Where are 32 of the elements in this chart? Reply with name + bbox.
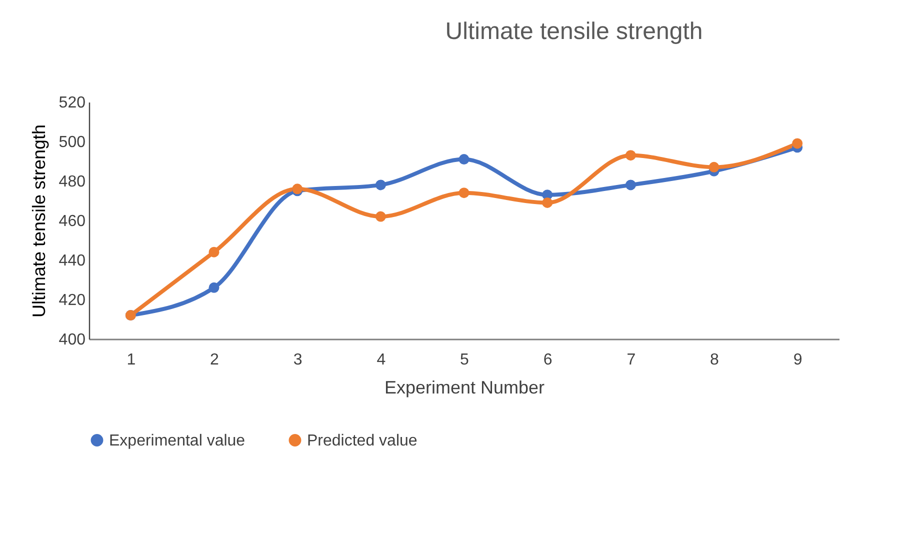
- legend-label: Experimental value: [109, 432, 246, 450]
- y-tick-label: 500: [58, 134, 86, 151]
- y-tick-label: 400: [58, 332, 86, 348]
- x-tick-label: 1: [126, 352, 136, 368]
- x-tick-label: 5: [460, 352, 470, 368]
- point: [625, 180, 636, 190]
- x-tick-label: 6: [543, 352, 552, 368]
- point: [458, 154, 470, 165]
- legend-label: Predicted value: [307, 432, 418, 450]
- x-tick-label: 9: [793, 352, 802, 368]
- chart-title: Ultimate tensile strength: [445, 18, 703, 45]
- point: [542, 197, 553, 208]
- point: [208, 282, 220, 293]
- x-tick-label: 2: [210, 352, 220, 368]
- y-tick-label: 460: [58, 213, 86, 230]
- point: [208, 246, 220, 258]
- x-tick-label: 3: [293, 352, 302, 368]
- x-tick-label: 7: [626, 352, 636, 368]
- y-tick-label: 420: [58, 292, 86, 309]
- x-tick-label: 8: [710, 352, 720, 368]
- point: [458, 188, 470, 198]
- x-tick-label: 4: [376, 352, 386, 368]
- y-tick-label: 480: [58, 174, 86, 190]
- point: [375, 180, 386, 190]
- y-tick-label: 520: [58, 94, 86, 112]
- x-axis-title: Experiment Number: [384, 378, 545, 398]
- point: [375, 211, 386, 222]
- point: [625, 150, 636, 161]
- point: [792, 138, 803, 149]
- point: [708, 162, 720, 172]
- y-axis-title: Ultimate tensile strength: [28, 124, 49, 318]
- y-tick-label: 440: [58, 252, 86, 270]
